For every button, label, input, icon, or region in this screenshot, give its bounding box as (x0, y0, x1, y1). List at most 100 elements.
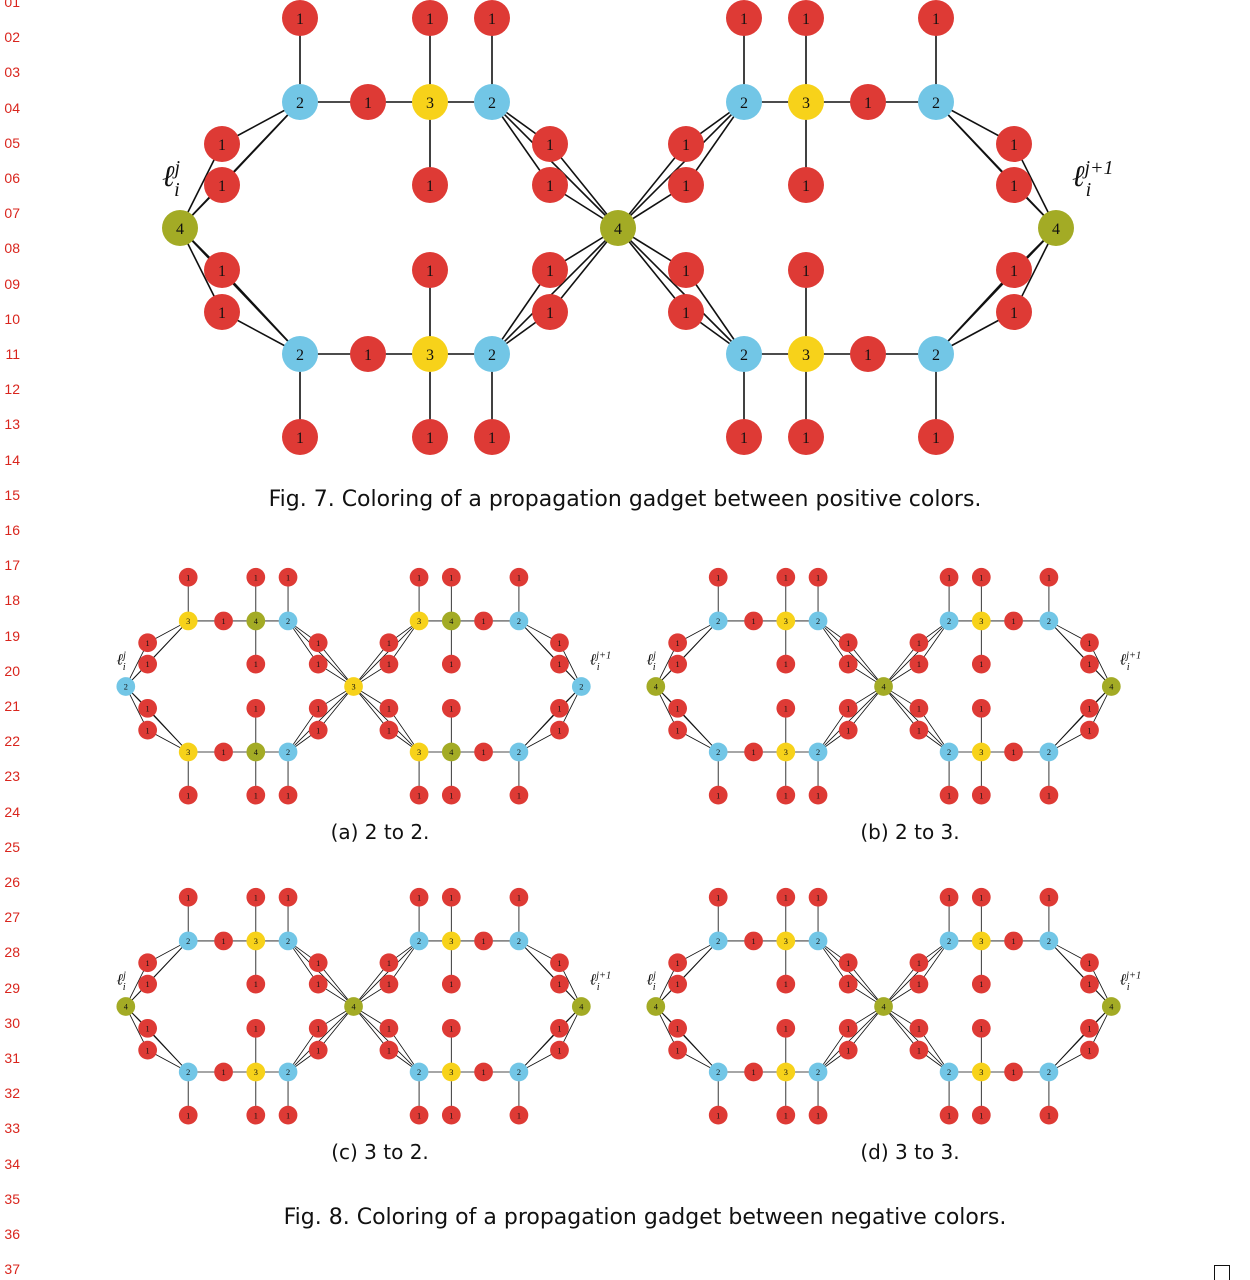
graph-edge (935, 227, 1057, 355)
vertex-1: 1 (971, 654, 991, 674)
vertex-color-label: 1 (316, 639, 320, 648)
vertex-color-label: 1 (846, 1024, 850, 1033)
vertex-1: 1 (708, 887, 728, 907)
vertex-color-label: 1 (784, 660, 788, 669)
vertex-circle (509, 567, 529, 587)
vertex-circle (918, 336, 954, 372)
vertex-1: 1 (474, 1062, 493, 1082)
vertex-circle (509, 742, 529, 762)
vertex-1: 1 (909, 953, 929, 973)
vertex-circle (1080, 953, 1099, 973)
vertex-1: 1 (668, 720, 687, 740)
vertex-circle (509, 931, 529, 951)
vertex-color-label: 1 (1087, 660, 1091, 669)
vertex-circle (474, 1062, 493, 1082)
vertex-circle (246, 974, 266, 994)
vertex-color-label: 1 (979, 791, 983, 800)
vertex-color-label: 1 (1047, 791, 1051, 800)
graph-edge (655, 686, 719, 753)
vertex-circle (116, 677, 136, 696)
fig8c-graph: 2 3 2 2 3 2 1 1 1 1 1 1 1 1 1 1 1 1 1 1 1 1 1 1 4 2 3 2 2 3 2 1 1 1 1 1 1 1 1 1… (116, 887, 611, 1125)
vertex-circle (909, 654, 929, 674)
vertex-circle (278, 887, 298, 907)
right-bottom-vertex: 3 (441, 1062, 461, 1082)
line-number: 04 (4, 99, 20, 116)
vertex-color-label: 1 (716, 573, 720, 582)
vertex-circle (874, 997, 893, 1016)
vertex-circle (1080, 720, 1099, 740)
vertex-1: 1 (308, 1018, 328, 1038)
vertex-circle (532, 252, 568, 288)
vertex-circle (850, 336, 886, 372)
vertex-color-label: 1 (316, 660, 320, 669)
vertex-color-label: 1 (784, 791, 788, 800)
vertex-color-label: 1 (846, 726, 850, 735)
vertex-1: 1 (1080, 1040, 1099, 1060)
vertex-color-label: 2 (286, 1068, 290, 1077)
vertex-circle (939, 931, 959, 951)
vertex-1: 1 (308, 633, 328, 653)
vertex-circle (996, 252, 1032, 288)
vertex-color-label: 4 (881, 683, 886, 692)
vertex-circle (600, 210, 636, 246)
vertex-color-label: 1 (387, 639, 391, 648)
vertex-color-label: 1 (449, 573, 453, 582)
graph-edge (317, 1006, 354, 1051)
vertex-circle (178, 1105, 198, 1125)
vertex-color-label: 1 (449, 1024, 453, 1033)
vertex-1: 1 (350, 336, 386, 372)
vertex-circle (246, 887, 266, 907)
left-top-vertex: 3 (246, 931, 266, 951)
graph-edge (655, 940, 719, 1007)
vertex-circle (441, 785, 461, 805)
graph-edge (817, 940, 884, 1007)
vertex-color-label: 1 (846, 980, 850, 989)
vertex-circle (138, 633, 157, 653)
vertex-color-label: 1 (676, 1024, 680, 1033)
vertex-1: 1 (474, 611, 493, 631)
vertex-color-label: 2 (488, 347, 496, 364)
vertex-circle (509, 611, 529, 631)
vertex-circle (744, 611, 763, 631)
graph-edge (847, 962, 884, 1007)
vertex-circle (550, 633, 569, 653)
vertex-circle (788, 167, 824, 203)
vertex-color-label: 2 (488, 95, 496, 112)
vertex-color-label: 1 (917, 1024, 921, 1033)
vertex-1: 1 (788, 167, 824, 203)
vertex-color-label: 1 (481, 937, 485, 946)
vertex-color-label: 1 (517, 573, 521, 582)
vertex-1: 1 (1004, 742, 1023, 762)
vertex-color-label: 1 (218, 137, 226, 154)
vertex-circle (162, 210, 198, 246)
vertex-1: 1 (550, 654, 569, 674)
right-top-vertex: 3 (409, 611, 429, 631)
vertex-color-label: 1 (254, 1024, 258, 1033)
vertex-1: 1 (441, 887, 461, 907)
vertex-circle (918, 0, 954, 36)
vertex-color-label: 2 (186, 937, 190, 946)
vertex-color-label: 2 (296, 347, 304, 364)
vertex-1: 1 (441, 1105, 461, 1125)
vertex-color-label: 3 (449, 1068, 453, 1077)
vertex-1: 1 (409, 567, 429, 587)
line-number: 08 (4, 240, 20, 257)
vertex-circle (379, 698, 399, 718)
vertex-color-label: 1 (979, 1111, 983, 1120)
vertex-color-label: 4 (449, 617, 454, 626)
vertex-1: 1 (246, 887, 266, 907)
vertex-circle (668, 633, 687, 653)
vertex-circle (708, 567, 728, 587)
vertex-circle (379, 953, 399, 973)
right-top-vertex: 2 (1039, 931, 1059, 951)
vertex-1: 1 (744, 1062, 763, 1082)
right-endpoint-vertex: 4 (1101, 997, 1121, 1016)
vertex-color-label: 1 (186, 893, 190, 902)
vertex-color-label: 3 (802, 347, 810, 364)
vertex-1: 1 (838, 974, 858, 994)
vertex-1: 1 (996, 126, 1032, 162)
vertex-1: 1 (550, 633, 569, 653)
vertex-circle (939, 1105, 959, 1125)
graph-edge (353, 686, 390, 731)
vertex-circle (838, 698, 858, 718)
